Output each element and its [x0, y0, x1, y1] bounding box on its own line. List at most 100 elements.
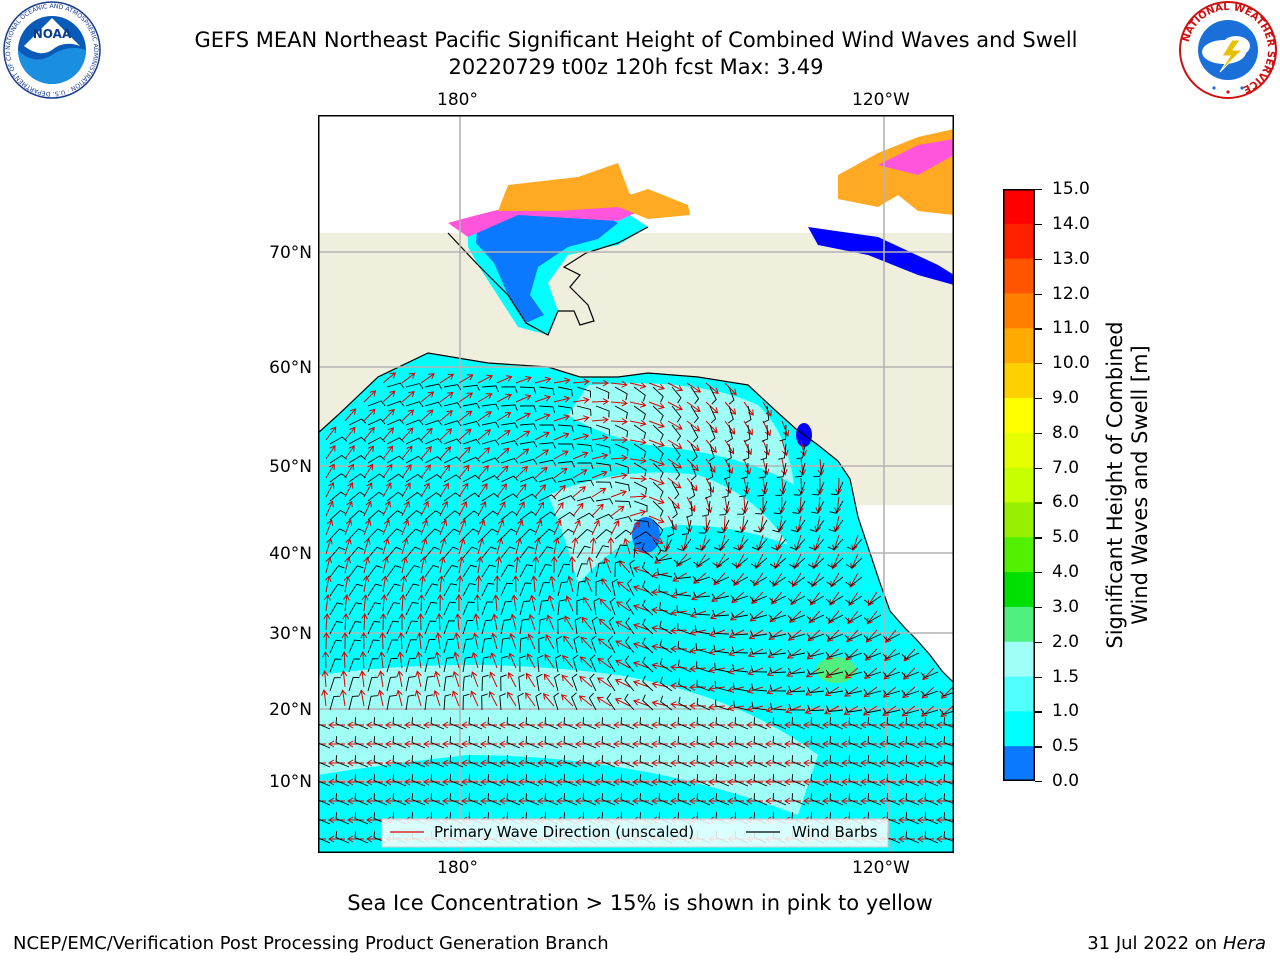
wave-arrow: [344, 426, 356, 441]
wave-arrow: [746, 759, 763, 767]
wave-arrow: [363, 556, 370, 574]
wind-barb: [367, 473, 385, 483]
wave-arrow: [537, 797, 554, 805]
wave-arrow: [689, 683, 707, 691]
wave-arrow: [499, 759, 516, 767]
wind-barb: [329, 491, 347, 502]
colorbar-block: [1003, 676, 1035, 712]
wind-barb: [576, 479, 595, 487]
wind-barb: [348, 546, 365, 559]
wind-barb: [715, 755, 730, 768]
wave-arrow: [572, 378, 590, 386]
wind-barb: [443, 675, 453, 692]
wind-barb: [620, 736, 635, 749]
colorbar-block: [1003, 746, 1035, 781]
wind-barb: [690, 443, 698, 462]
wave-arrow: [508, 652, 517, 669]
wave-arrow: [415, 651, 423, 669]
colorbar-tick-label: 6.0: [1052, 492, 1080, 513]
wind-barb: [329, 602, 344, 616]
wave-arrow: [553, 502, 564, 517]
lat-label-60n: 60°N: [269, 358, 312, 378]
wind-barb: [828, 519, 844, 532]
wind-barb: [462, 638, 473, 654]
wind-barb: [848, 774, 863, 787]
wave-arrow: [822, 759, 839, 767]
wind-barb: [728, 386, 735, 405]
wind-barb: [723, 462, 731, 480]
wind-barb: [386, 546, 403, 559]
wind-barb: [620, 755, 635, 768]
wind-barb: [690, 424, 699, 443]
wind-barb: [715, 793, 730, 806]
wave-arrow: [610, 519, 620, 536]
wind-barb: [711, 576, 730, 584]
wave-arrow: [860, 797, 877, 805]
wave-arrow: [442, 797, 459, 805]
wave-arrow: [705, 401, 719, 414]
wave-arrow: [632, 604, 650, 612]
wind-barb: [753, 736, 768, 749]
wind-barb: [762, 405, 770, 424]
wind-barb: [443, 694, 452, 711]
wave-arrow: [515, 483, 527, 498]
wave-arrow: [597, 638, 612, 650]
wave-arrow: [563, 635, 574, 650]
wave-arrow: [632, 797, 649, 805]
wind-barb: [734, 717, 749, 730]
wave-arrow: [784, 759, 801, 767]
wind-barb: [794, 462, 806, 478]
wind-barb: [742, 443, 750, 461]
wave-arrow: [670, 645, 688, 653]
map-legend: Primary Wave Direction (unscaled) Wind B…: [381, 818, 889, 848]
sea-ice-note: Sea Ice Concentration > 15% is shown in …: [347, 891, 933, 915]
wind-barb: [696, 661, 711, 673]
wind-barb: [620, 793, 635, 806]
wave-arrow: [518, 721, 535, 729]
wind-barb: [702, 500, 711, 517]
wind-barb: [386, 455, 405, 464]
wind-barb: [769, 576, 787, 586]
wind-barb: [772, 519, 787, 533]
wave-arrow: [667, 401, 683, 411]
lat-label-10n: 10°N: [269, 772, 312, 792]
wave-arrow: [728, 629, 745, 639]
wind-barb: [481, 403, 500, 410]
colorbar-block: [1003, 467, 1035, 504]
wind-barb: [744, 424, 751, 443]
wind-barb: [405, 676, 416, 692]
wind-barb: [487, 774, 502, 787]
wave-arrow: [359, 651, 367, 669]
wind-barb: [576, 598, 584, 616]
ocean-light-band: [568, 383, 794, 485]
wave-arrow: [415, 670, 422, 688]
wave-arrow: [439, 373, 455, 384]
wave-arrow: [936, 797, 953, 805]
wave-arrow: [591, 503, 604, 517]
wave-arrow: [318, 819, 326, 821]
wave-arrow: [708, 721, 725, 729]
wave-arrow: [396, 670, 404, 688]
wave-arrow: [496, 519, 505, 536]
wind-barb: [807, 557, 825, 568]
wave-arrow: [561, 674, 574, 688]
colorbar-tick-label: 14.0: [1052, 213, 1090, 234]
wind-barb: [809, 519, 825, 533]
wind-barb: [487, 755, 502, 768]
wind-barb: [430, 736, 445, 749]
wave-arrow: [474, 594, 481, 612]
wave-arrow: [560, 694, 574, 707]
wind-barb: [693, 591, 711, 598]
wind-barb: [538, 494, 557, 502]
wave-arrow: [458, 500, 468, 517]
wind-barb: [595, 462, 612, 472]
colorbar-tick-mark: [1035, 467, 1042, 469]
wave-arrow: [603, 557, 612, 574]
wind-barb: [633, 531, 652, 540]
wave-arrow: [366, 721, 383, 729]
wind-barb: [695, 643, 711, 654]
wind-barb: [536, 673, 543, 692]
wind-barb: [443, 638, 455, 654]
wave-arrow: [477, 411, 492, 422]
colorbar-tick-mark: [1035, 746, 1042, 748]
